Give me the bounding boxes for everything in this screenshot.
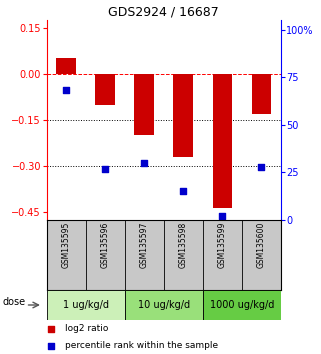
Text: GSM135599: GSM135599	[218, 222, 227, 268]
Text: 10 ug/kg/d: 10 ug/kg/d	[138, 300, 190, 310]
Point	[49, 326, 54, 332]
Text: GSM135597: GSM135597	[140, 222, 149, 268]
Point	[142, 160, 147, 166]
Title: GDS2924 / 16687: GDS2924 / 16687	[108, 6, 219, 19]
Bar	[173, 74, 193, 157]
Text: 1 ug/kg/d: 1 ug/kg/d	[63, 300, 108, 310]
Point	[102, 166, 108, 171]
Text: log2 ratio: log2 ratio	[65, 324, 109, 333]
Text: dose: dose	[2, 297, 25, 307]
Text: GSM135598: GSM135598	[179, 222, 188, 268]
Bar	[252, 74, 271, 114]
Text: 1000 ug/kg/d: 1000 ug/kg/d	[210, 300, 274, 310]
Text: GSM135596: GSM135596	[100, 222, 110, 268]
Text: percentile rank within the sample: percentile rank within the sample	[65, 341, 218, 350]
Point	[64, 88, 69, 93]
Bar	[95, 74, 115, 105]
Text: GSM135595: GSM135595	[62, 222, 71, 268]
Bar	[213, 74, 232, 208]
Point	[259, 164, 264, 170]
Bar	[56, 58, 76, 74]
Bar	[203, 290, 281, 320]
Point	[220, 213, 225, 219]
Text: GSM135600: GSM135600	[257, 222, 266, 268]
Point	[49, 343, 54, 348]
Point	[181, 189, 186, 194]
Bar	[125, 290, 203, 320]
Bar	[47, 290, 125, 320]
Bar	[134, 74, 154, 135]
